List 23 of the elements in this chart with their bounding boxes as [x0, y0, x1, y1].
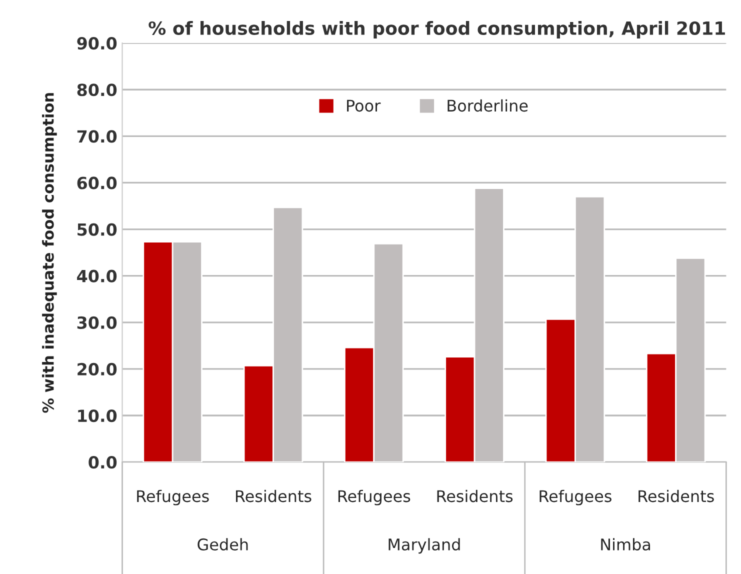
y-tick-label: 70.0: [77, 130, 117, 143]
x-tick-label: Residents: [236, 490, 312, 502]
y-tick-label: 30.0: [77, 316, 117, 329]
y-axis-title: % with inadequate food consumption: [42, 93, 57, 413]
chart-title: % of households with poor food consumption, April 2011: [148, 20, 725, 38]
y-tick-label: 90.0: [77, 37, 117, 50]
y-tick-label: 60.0: [77, 176, 117, 190]
x-tick-label: Residents: [437, 490, 513, 502]
text: Gedeh: [198, 538, 248, 551]
legend-label: Poor: [347, 100, 381, 112]
x-tick-label: Residents: [638, 490, 714, 502]
x-tick-label: Refugees: [137, 490, 209, 506]
y-tick-label: 40.0: [77, 270, 117, 282]
legend-label: Borderline: [448, 99, 528, 112]
y-tick-label: 80.0: [77, 84, 117, 96]
text: Maryland: [388, 538, 460, 554]
x-tick-label: Refugees: [338, 490, 410, 506]
y-tick-label: 20.0: [78, 362, 117, 376]
x-tick-label: Refugees: [540, 490, 612, 506]
y-tick-label: 50.0: [78, 223, 117, 236]
y-tick-label: 10.0: [78, 409, 117, 422]
y-tick-label: 0.0: [88, 456, 117, 469]
text: Nimba: [601, 538, 650, 551]
